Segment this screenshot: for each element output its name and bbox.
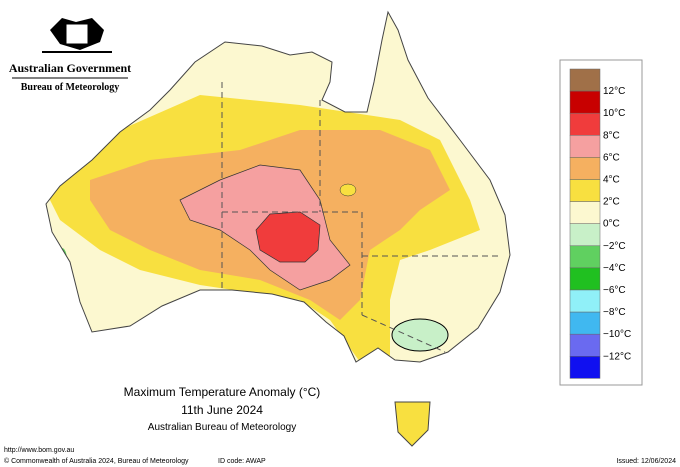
legend-label: −2°C xyxy=(603,241,626,252)
legend-label: −12°C xyxy=(603,351,631,362)
legend-swatch xyxy=(569,157,601,180)
footer-copyright: © Commonwealth of Australia 2024, Bureau… xyxy=(4,457,189,465)
map-source: Australian Bureau of Meteorology xyxy=(148,422,296,433)
legend-label: 0°C xyxy=(603,219,620,230)
legend-swatch xyxy=(569,90,601,114)
legend-swatch xyxy=(569,135,601,158)
legend: 12°C 10°C 8°C 6°C 4°C 2°C 0°C −2°C −4°C −6°C −8°C −… xyxy=(569,68,631,379)
agency-name: Bureau of Meteorology xyxy=(21,82,120,93)
map-title: Maximum Temperature Anomaly (°C) xyxy=(124,385,321,399)
footer-id: ID code: AWAP xyxy=(218,458,266,465)
logo xyxy=(42,18,112,53)
legend-label: 6°C xyxy=(603,152,620,163)
legend-label: 10°C xyxy=(603,108,625,119)
legend-swatch xyxy=(569,289,601,313)
legend-swatch xyxy=(569,112,601,136)
legend-label: −8°C xyxy=(603,307,626,318)
government-name: Australian Government xyxy=(9,61,131,75)
legend-label: 4°C xyxy=(603,175,620,186)
legend-label: 12°C xyxy=(603,86,625,97)
legend-swatch xyxy=(569,311,601,335)
legend-label: 8°C xyxy=(603,130,620,141)
legend-swatch xyxy=(569,245,601,269)
legend-swatch xyxy=(569,201,601,224)
legend-swatch xyxy=(569,179,601,202)
legend-swatch xyxy=(569,356,601,379)
legend-swatch xyxy=(569,68,601,92)
footer-url: http://www.bom.gov.au xyxy=(4,447,74,454)
legend-swatch xyxy=(569,223,601,247)
legend-label: −6°C xyxy=(603,285,626,296)
state-borders xyxy=(221,82,500,353)
legend-label: −4°C xyxy=(603,263,626,274)
footer-issued: Issued: 12/06/2024 xyxy=(616,458,676,465)
legend-label: 2°C xyxy=(603,197,620,208)
legend-swatch xyxy=(569,333,601,357)
map-date: 11th June 2024 xyxy=(181,403,263,417)
legend-label: −10°C xyxy=(603,329,631,340)
legend-swatch xyxy=(569,267,601,291)
